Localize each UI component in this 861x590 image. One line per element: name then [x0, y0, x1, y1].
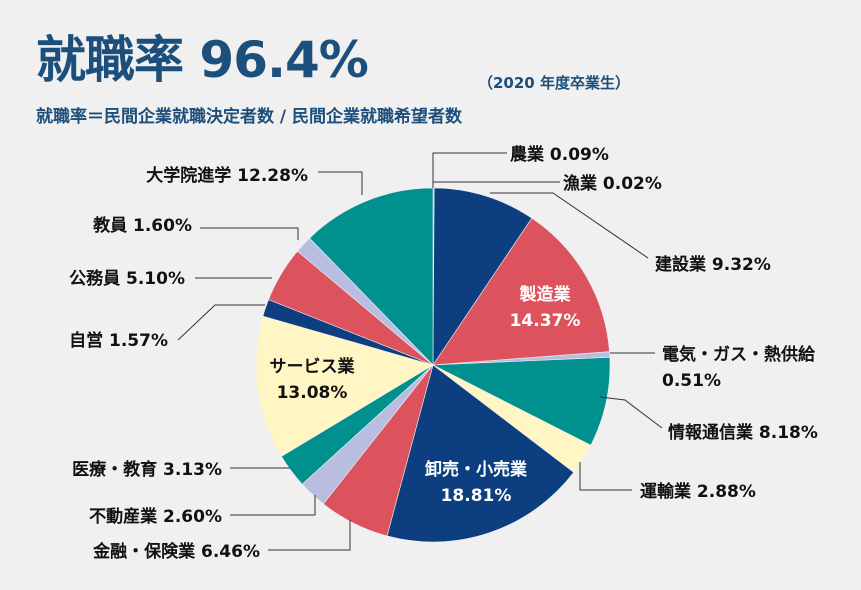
slice-value-label: 13.08%: [277, 383, 348, 403]
leader-line: [268, 520, 351, 551]
slice-value-label: 18.81%: [441, 486, 512, 506]
pie-slice: [431, 357, 611, 446]
leader-line: [599, 396, 663, 429]
slice-label: 医療・教育 3.13%: [72, 459, 222, 480]
slice-label: 大学院進学 12.28%: [146, 165, 308, 186]
leader-line: [490, 192, 649, 259]
slice-label: 教員 1.60%: [92, 215, 192, 236]
slice-label: 漁業 0.02%: [563, 173, 662, 194]
slice-value-label: 0.51%: [662, 371, 721, 391]
leader-line: [230, 495, 316, 516]
slice-label: サービス業: [270, 356, 355, 377]
slice-label: 建設業 9.32%: [655, 254, 771, 275]
pie-slice: [255, 315, 434, 457]
slice-label: 不動産業 2.60%: [89, 506, 222, 527]
pie-slice: [432, 217, 610, 366]
leader-line: [200, 227, 299, 240]
pie-slice: [386, 364, 575, 543]
chart-title: 就職率 96.4%: [36, 31, 369, 89]
slice-label: 情報通信業 8.18%: [668, 422, 818, 443]
slice-label: 農業 0.09%: [510, 144, 609, 165]
slice-label: 運輸業 2.88%: [640, 481, 756, 502]
pie-slice: [309, 187, 434, 366]
formula-note: 就職率＝民間企業就職決定者数 / 民間企業就職希望者数: [36, 107, 463, 127]
slice-label: 公務員 5.10%: [69, 268, 185, 289]
slice-value-label: 14.37%: [510, 311, 581, 331]
leader-line: [318, 171, 363, 195]
leader-line: [579, 462, 632, 491]
slice-label: 卸売・小売業: [425, 459, 527, 480]
slice-label: 電気・ガス・熱供給: [662, 344, 816, 365]
year-note: （2020 年度卒業生）: [478, 74, 630, 92]
slice-label: 自営 1.57%: [69, 330, 168, 351]
leader-line: [432, 152, 507, 188]
pie-slice: [432, 187, 533, 366]
slice-label: 製造業: [519, 284, 571, 305]
slice-label: 金融・保険業 6.46%: [92, 541, 260, 562]
leader-line: [177, 304, 265, 341]
